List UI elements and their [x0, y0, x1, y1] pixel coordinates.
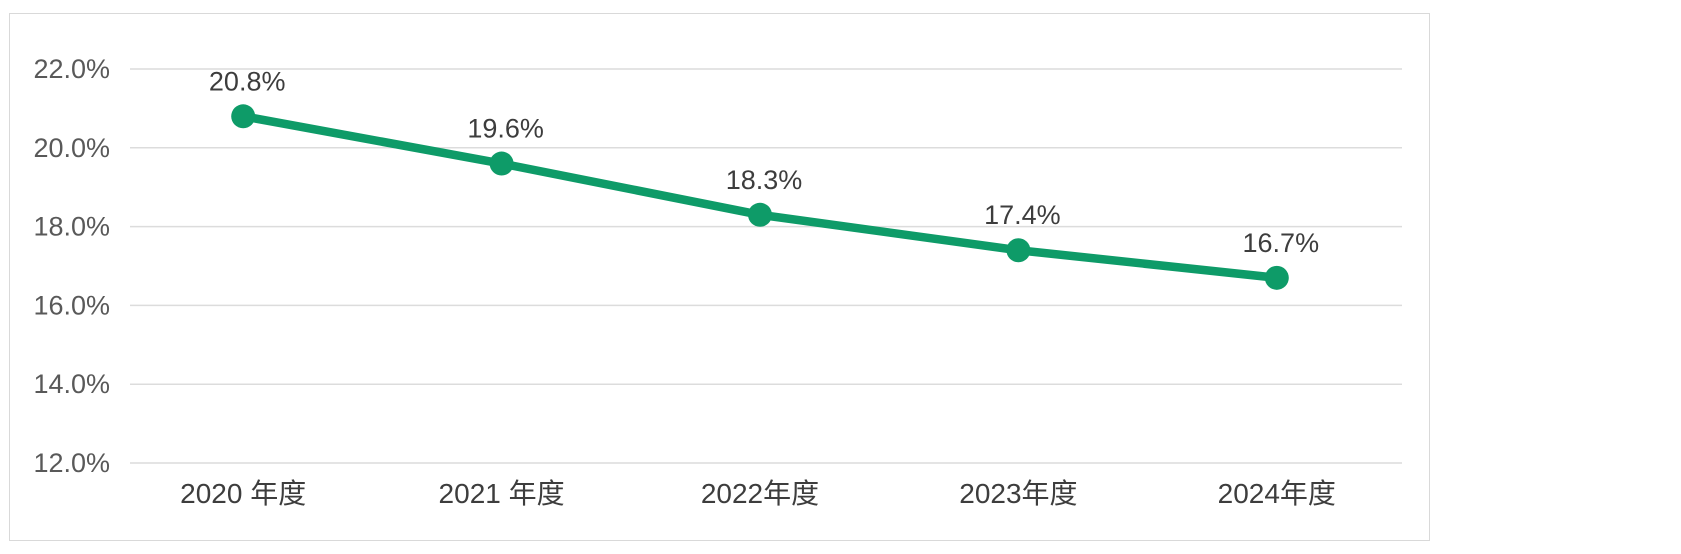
y-axis-tick-label: 16.0% — [33, 290, 110, 320]
chart-frame: 22.0% 20.0% 18.0% 16.0% 14.0% 12.0% 20.8% 19.6%… — [9, 13, 1430, 541]
data-point-marker — [1006, 238, 1031, 263]
data-point-marker — [1264, 265, 1289, 290]
data-point-label: 16.7% — [1243, 228, 1320, 258]
x-axis-label: 2020 年度 — [180, 478, 306, 509]
data-point-label: 18.3% — [726, 165, 803, 195]
data-point-marker — [231, 104, 256, 129]
x-axis-label: 2024年度 — [1218, 478, 1336, 509]
line-chart: 22.0% 20.0% 18.0% 16.0% 14.0% 12.0% 20.8% 19.6%… — [33, 54, 1402, 509]
x-axis-label: 2022年度 — [701, 478, 819, 509]
data-point-label: 20.8% — [209, 66, 286, 96]
x-axis-label: 2023年度 — [959, 478, 1077, 509]
x-axis-label: 2021 年度 — [439, 478, 565, 509]
y-axis-tick-label: 18.0% — [33, 212, 110, 242]
y-axis-tick-label: 14.0% — [33, 369, 110, 399]
data-point-label: 17.4% — [984, 200, 1061, 230]
y-axis-tick-label: 20.0% — [33, 133, 110, 163]
trend-line — [238, 112, 1282, 283]
y-axis-tick-label: 12.0% — [33, 448, 110, 478]
data-point-marker — [489, 151, 514, 176]
y-axis-tick-label: 22.0% — [33, 54, 110, 84]
data-point-marker — [748, 202, 772, 227]
data-point-label: 19.6% — [467, 114, 544, 144]
